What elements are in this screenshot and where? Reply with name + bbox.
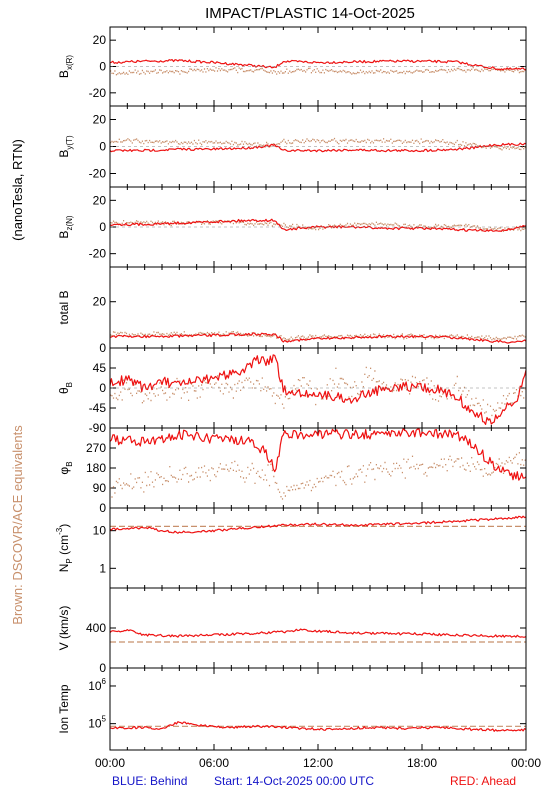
y-tick-label-bz: 0 [99,220,106,234]
y-tick-label-by: -20 [89,167,107,181]
series-ace-bz [110,220,526,232]
panel-temp: 106 105 Ion Temp [57,667,527,751]
series-group-theta [110,354,526,425]
panel-by: 20 0 -20 By(T) [57,105,527,188]
series-ahead-bt [110,332,526,344]
y-tick-label-theta: -90 [89,421,107,435]
y-axis-label-v: V (km/s) [57,606,71,651]
panel-bz: 20 0 -20 Bz(N) [57,186,527,268]
panels-group: 20 0 -20 Bx(R) 20 0 -20 By(T) 20 0 -20 Bz(N) 20 0 tota… [55,26,541,770]
series-ahead-v [110,628,526,638]
y-tick-label-theta: 45 [93,361,107,375]
series-ace-phi [110,452,526,500]
series-group-phi [110,428,526,500]
panel-np: 10 1 NP (cm-3) [55,507,527,589]
series-ahead-temp [110,721,526,732]
series-group-np [110,515,526,534]
panel-phi: 270 180 90 0 φB [57,427,527,515]
panel-bt: 20 0 total B [57,266,527,355]
y-tick-label-theta: 0 [99,381,106,395]
panel-frame-temp [109,667,527,751]
series-group-bz [110,218,526,232]
y-tick-label-temp: 106 [88,677,106,693]
y-tick-label-bx: -20 [89,86,107,100]
panel-v: 400 0 V (km/s) [57,587,527,675]
y-tick-label-theta: -45 [89,401,107,415]
y-axis-label-bx: Bx(R) [57,55,74,78]
y-tick-label-by: 0 [99,140,106,154]
units-label: (nanoTesla, RTN) [10,139,25,241]
y-tick-label-phi: 180 [86,461,106,475]
y-tick-label-phi: 90 [93,481,107,495]
y-axis-label-np: NP (cm-3) [55,524,74,572]
y-tick-label-phi: 0 [99,501,106,515]
y-axis-label-theta: θB [57,382,74,394]
panel-bx: 20 0 -20 Bx(R) [57,26,527,107]
chart-title: IMPACT/PLASTIC 14-Oct-2025 [205,5,415,22]
x-tick-label: 18:00 [407,756,437,770]
series-ace-theta [110,366,526,420]
y-axis-label-by: By(T) [57,135,74,158]
start-time-label: Start: 14-Oct-2025 00:00 UTC [214,774,375,788]
y-tick-label-bt: 20 [93,295,107,309]
y-tick-label-by: 20 [93,113,107,127]
y-tick-label-np: 10 [93,524,107,538]
y-tick-label-bx: 0 [99,60,106,74]
series-ahead-by [110,142,526,153]
y-tick-label-temp: 105 [88,715,106,731]
x-tick-label: 12:00 [303,756,333,770]
x-tick-label: 00:00 [95,756,125,770]
series-ahead-theta [110,354,526,425]
x-tick-label: 06:00 [199,756,229,770]
behind-legend: BLUE: Behind [112,774,188,788]
y-tick-label-bt: 0 [99,341,106,355]
y-tick-label-v: 400 [86,621,106,635]
y-axis-label-phi: φB [57,461,74,474]
series-ace-bt [110,331,526,341]
series-ahead-bz [110,218,526,232]
series-ahead-phi [110,428,526,481]
panel-frame-v [109,587,527,669]
y-axis-label-bt: total B [57,290,71,324]
y-tick-label-np: 1 [99,561,106,575]
y-tick-label-v: 0 [99,661,106,675]
y-tick-label-bx: 20 [93,33,107,47]
ahead-legend: RED: Ahead [450,774,517,788]
y-axis-label-bz: Bz(N) [57,215,74,238]
y-tick-label-bz: -20 [89,247,107,261]
series-ahead-bx [110,59,526,71]
series-group-v [110,628,526,643]
x-tick-label: 00:00 [511,756,541,770]
series-group-temp [110,721,526,732]
series-group-by [110,137,526,153]
panel-theta: 45 0 -45 -90 θB [57,347,527,435]
series-ace-bx [110,66,526,76]
series-group-bt [110,331,526,344]
ace-legend-label: Brown: DSCOVR/ACE equivalents [10,425,25,625]
series-ace-by [110,137,526,151]
y-tick-label-phi: 270 [86,441,106,455]
y-tick-label-bz: 20 [93,193,107,207]
series-group-bx [110,59,526,76]
y-axis-label-temp: Ion Temp [57,684,71,733]
series-ahead-np [110,515,526,534]
